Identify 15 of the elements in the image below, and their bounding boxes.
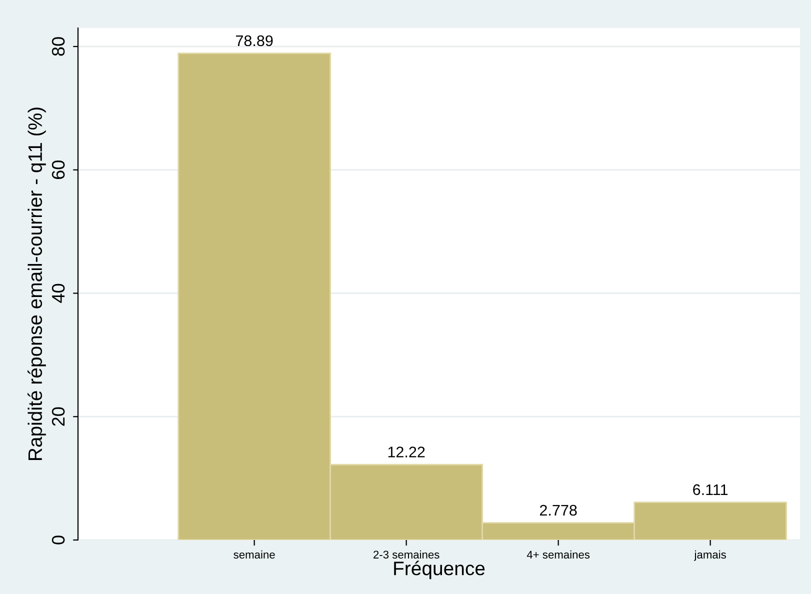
x-tick-label: semaine — [234, 550, 275, 559]
x-tick-label: 4+ semaines — [526, 550, 590, 559]
y-tick-label: 60 — [52, 160, 65, 180]
data-label: 2.778 — [540, 504, 577, 516]
y-tick-label: 80 — [52, 37, 65, 56]
data-label: 78.89 — [236, 35, 273, 46]
y-axis-title: Rapidité réponse email-courrier - q11 (%) — [28, 108, 46, 460]
x-axis-title: Fréquence — [394, 560, 485, 580]
y-tick-label: 0 — [52, 536, 65, 544]
y-tick-label: 20 — [52, 407, 65, 426]
x-tick-label: 2-3 semaines — [374, 550, 440, 559]
data-label: 12.22 — [388, 446, 425, 458]
x-tick-label: jamais — [694, 550, 726, 561]
y-tick-label: 40 — [52, 284, 65, 303]
data-label: 6.111 — [693, 484, 728, 496]
